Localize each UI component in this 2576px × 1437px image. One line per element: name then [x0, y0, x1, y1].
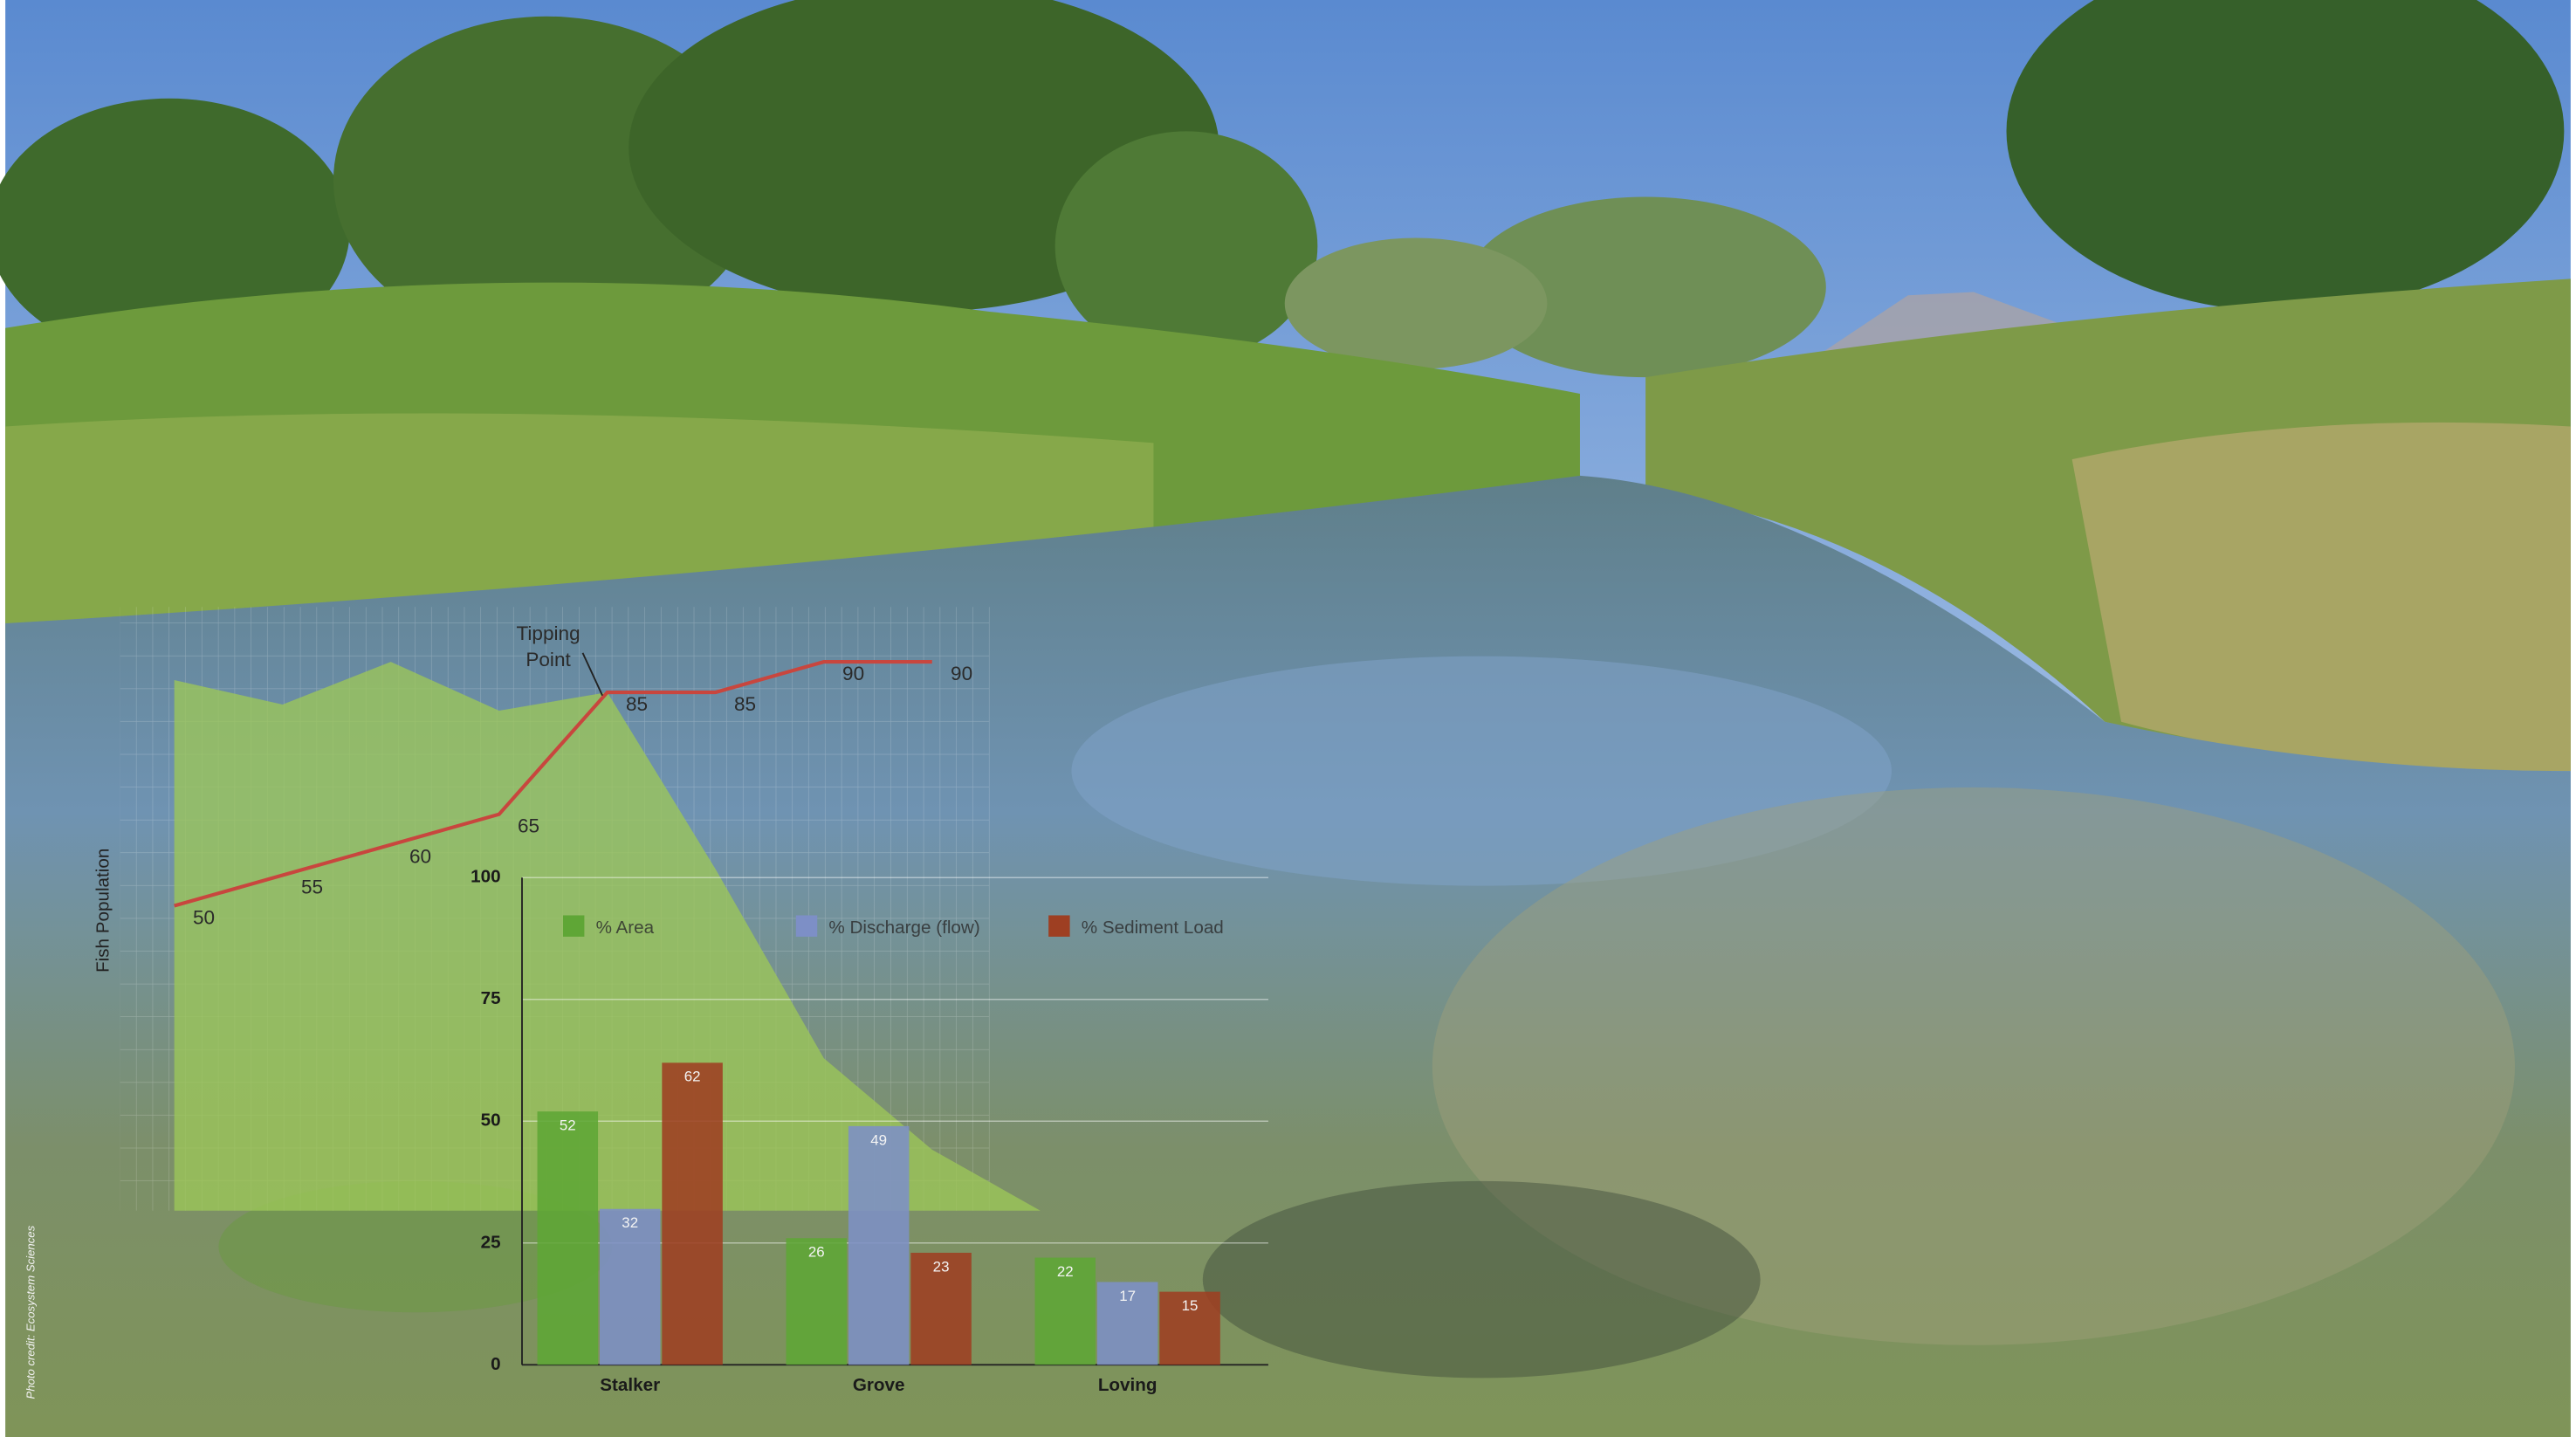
y-tick-label: 100 [471, 867, 500, 887]
x-tick-label: Grove [853, 1375, 905, 1395]
x-tick-label: Stalker [600, 1375, 660, 1395]
data-label: 26 [808, 1244, 825, 1261]
data-label: 60 [409, 846, 431, 868]
legend-swatch [1048, 915, 1070, 937]
bar [1096, 1282, 1158, 1365]
data-label: 23 [933, 1258, 950, 1275]
data-label: 52 [560, 1117, 576, 1134]
photo-credit: Photo credit: Ecosystem Sciences [24, 1225, 38, 1399]
data-label: 85 [734, 693, 756, 715]
area [174, 662, 1041, 1211]
data-label: 65 [518, 815, 539, 837]
bar [1159, 1291, 1220, 1365]
line-chart: 50 55 60 65 85 85 90 90 [174, 660, 1041, 1211]
legend-label: % Discharge (flow) [828, 918, 979, 938]
data-label: 90 [842, 663, 864, 684]
data-label: 15 [1182, 1297, 1199, 1314]
data-label: 22 [1057, 1263, 1074, 1280]
bar [1034, 1257, 1096, 1365]
bar [537, 1111, 599, 1365]
data-label: 90 [951, 663, 972, 684]
legend-label: % Area [596, 918, 655, 938]
y-axis-label: Fish Population [93, 849, 113, 973]
legend-label: % Sediment Load [1082, 918, 1224, 938]
annotation-box: Tipping Point [516, 622, 580, 671]
legend-swatch [562, 915, 585, 937]
line [174, 660, 932, 908]
bar [848, 1125, 910, 1365]
bar [910, 1252, 972, 1365]
data-label: 62 [684, 1069, 701, 1085]
annotation: Tipping Point [516, 622, 580, 671]
data-label: 55 [301, 877, 323, 898]
legend-swatch [795, 915, 818, 937]
y-tick-label: 50 [481, 1110, 501, 1131]
bar [599, 1208, 661, 1365]
data-label: 50 [193, 906, 215, 928]
x-tick-label: Loving [1098, 1375, 1157, 1395]
annotation-arrow [581, 652, 603, 697]
bar-chart: 0 25 50 75 100 Stalker 52 32 62 Grove 26 49 23 Loving… [471, 867, 1268, 1395]
y-tick-label: 0 [491, 1354, 501, 1374]
bar [662, 1062, 723, 1365]
data-label: 17 [1119, 1288, 1136, 1304]
y-tick-label: 25 [481, 1232, 501, 1252]
data-label: 85 [626, 693, 648, 715]
data-label: 32 [622, 1214, 638, 1231]
bar [786, 1238, 848, 1365]
data-label: 49 [870, 1131, 887, 1148]
y-tick-label: 75 [481, 988, 501, 1008]
